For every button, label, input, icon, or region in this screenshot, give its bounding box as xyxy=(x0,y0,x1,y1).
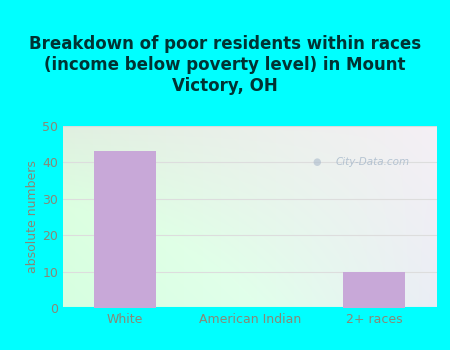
Bar xyxy=(343,272,405,308)
Y-axis label: absolute numbers: absolute numbers xyxy=(27,161,39,273)
Text: Breakdown of poor residents within races
(income below poverty level) in Mount
V: Breakdown of poor residents within races… xyxy=(29,35,421,94)
Text: City-Data.com: City-Data.com xyxy=(336,158,410,167)
Text: ●: ● xyxy=(313,158,321,167)
Bar xyxy=(94,152,157,308)
